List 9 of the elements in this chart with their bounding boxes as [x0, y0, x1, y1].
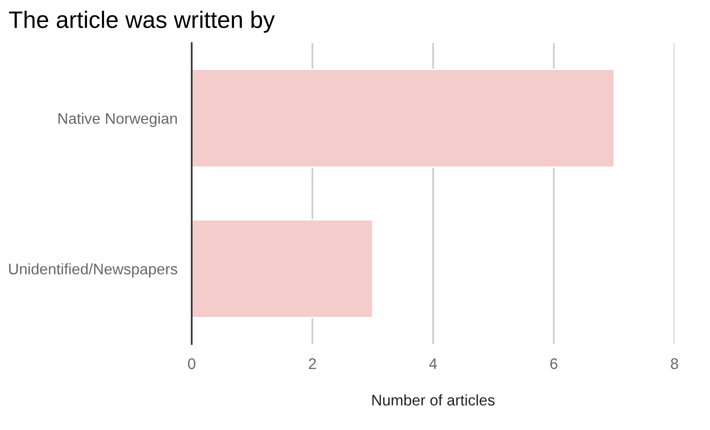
x-tick-label: 4: [429, 358, 437, 369]
y-tick-label: Native Norwegian: [58, 112, 177, 127]
x-tick-label: 6: [550, 358, 558, 370]
x-tick-label: 8: [670, 358, 678, 370]
chart-title: The article was written by: [9, 10, 275, 33]
x-tick-label: 0: [188, 358, 196, 370]
x-tick-label: 2: [308, 358, 316, 369]
x-axis-title: Number of articles: [372, 394, 495, 406]
y-tick-label: Unidentified/Newspapers: [9, 263, 178, 278]
